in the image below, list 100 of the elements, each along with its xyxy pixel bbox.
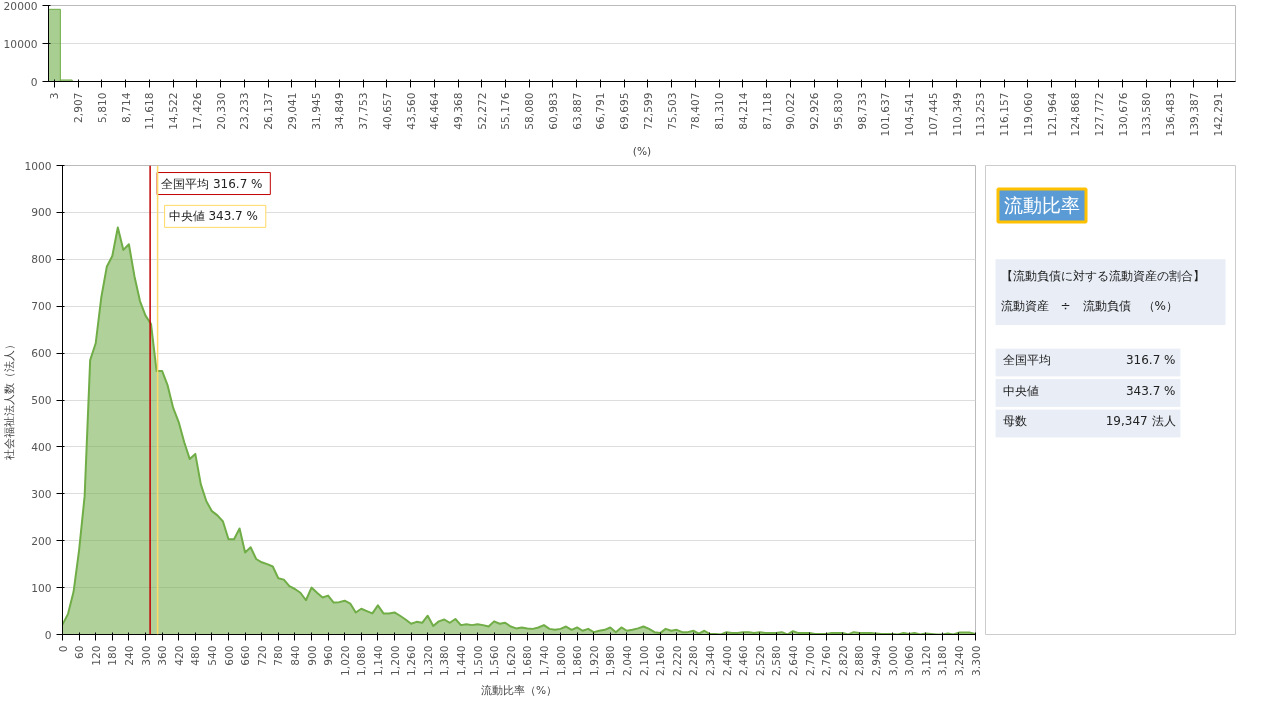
x-tick-label: 107,445 bbox=[926, 92, 940, 137]
x-tick-label: 90,022 bbox=[784, 92, 798, 130]
y-tick-label: 600 bbox=[31, 347, 52, 361]
x-tick-label: 1,500 bbox=[471, 645, 485, 677]
text: 全国平均 bbox=[1003, 353, 1051, 368]
ref-line-label: 中央値 343.7 % bbox=[168, 209, 258, 224]
x-tick-label: 1,080 bbox=[355, 645, 369, 677]
x-tick-label: 1,560 bbox=[488, 645, 502, 677]
x-tick-label: 960 bbox=[322, 645, 336, 666]
x-tick-label: 2,820 bbox=[836, 645, 850, 677]
y-tick-label: 1000 bbox=[24, 159, 52, 173]
x-tick-label: 17,426 bbox=[190, 92, 204, 130]
x-tick-label: 2,907 bbox=[72, 92, 86, 124]
x-tick-label: 69,695 bbox=[618, 92, 632, 130]
x-tick-label: 1,740 bbox=[537, 645, 551, 677]
x-tick-label: 2,880 bbox=[853, 645, 867, 677]
x-tick-label: 5,810 bbox=[95, 92, 109, 124]
x-tick-label: 136,483 bbox=[1164, 92, 1178, 137]
x-axis-title: 流動比率（%） bbox=[480, 684, 558, 698]
y-tick-label: 500 bbox=[31, 394, 52, 407]
x-tick-label: 113,253 bbox=[974, 92, 988, 137]
x-tick-label: 2,460 bbox=[737, 645, 751, 677]
ref-line-label: 全国平均 316.7 % bbox=[161, 176, 263, 191]
y-tick-label: 800 bbox=[31, 253, 52, 267]
x-tick-label: 75,503 bbox=[665, 92, 679, 130]
x-tick-label: 2,940 bbox=[869, 645, 883, 677]
text: 343.7 % bbox=[1125, 383, 1176, 398]
x-tick-label: 92,926 bbox=[808, 92, 822, 130]
x-tick-label: 3,180 bbox=[936, 645, 950, 677]
y-tick-label: 100 bbox=[31, 581, 52, 595]
y-axis-title: 社会福祉法人数（法人） bbox=[3, 339, 17, 461]
x-tick-label: 23,233 bbox=[238, 92, 252, 130]
x-tick-label: 60,983 bbox=[546, 92, 560, 130]
x-tick-label: 2,640 bbox=[786, 645, 800, 677]
x-tick-label: 420 bbox=[172, 645, 186, 666]
x-tick-label: 101,637 bbox=[879, 92, 893, 137]
x-tick-label: 133,580 bbox=[1140, 92, 1154, 137]
y-tick-label: 700 bbox=[31, 300, 52, 314]
x-tick-label: 14,522 bbox=[167, 92, 181, 130]
x-tick-label: 55,176 bbox=[499, 92, 513, 130]
x-tick-label: 124,868 bbox=[1069, 92, 1083, 137]
x-tick-label: 780 bbox=[272, 645, 286, 666]
text: 母数 bbox=[1003, 414, 1027, 429]
x-tick-label: 1,920 bbox=[587, 645, 601, 677]
x-tick-label: 1,320 bbox=[421, 645, 435, 677]
x-tick-label: 58,080 bbox=[523, 92, 537, 130]
x-tick-label: 110,349 bbox=[950, 92, 964, 137]
x-tick-label: 720 bbox=[255, 645, 269, 666]
x-tick-label: 66,791 bbox=[594, 92, 608, 130]
x-tick-label: 540 bbox=[205, 645, 219, 666]
x-tick-label: 46,464 bbox=[428, 92, 442, 130]
y-tick-label: 200 bbox=[31, 534, 52, 548]
x-tick-label: 1,200 bbox=[388, 645, 402, 677]
x-tick-label: 121,964 bbox=[1045, 92, 1059, 137]
text: 流動比率 bbox=[1004, 194, 1080, 216]
x-tick-label: 660 bbox=[239, 645, 253, 666]
text: 19,347 法人 bbox=[1105, 414, 1176, 429]
x-tick-label: 78,407 bbox=[689, 92, 703, 130]
x-tick-label: 480 bbox=[189, 645, 203, 666]
x-tick-label: 3,120 bbox=[919, 645, 933, 677]
x-tick-label: 31,945 bbox=[309, 92, 323, 130]
x-tick-label: 34,849 bbox=[333, 92, 347, 130]
x-axis-title: (%) bbox=[632, 144, 652, 158]
x-tick-label: 2,100 bbox=[637, 645, 651, 677]
x-tick-label: 60 bbox=[73, 645, 87, 660]
x-tick-label: 1,980 bbox=[604, 645, 618, 677]
x-tick-label: 1,140 bbox=[371, 645, 385, 677]
x-tick-label: 49,368 bbox=[452, 92, 466, 130]
x-tick-label: 2,340 bbox=[703, 645, 717, 677]
x-tick-label: 119,060 bbox=[1021, 92, 1035, 137]
x-tick-label: 1,620 bbox=[504, 645, 518, 677]
x-tick-label: 1,260 bbox=[405, 645, 419, 677]
y-tick-label: 400 bbox=[31, 440, 52, 454]
x-tick-label: 116,157 bbox=[998, 92, 1012, 137]
x-tick-label: 98,733 bbox=[855, 92, 869, 130]
text: 中央値 bbox=[1003, 383, 1039, 398]
x-tick-label: 3,300 bbox=[969, 645, 983, 677]
x-tick-label: 180 bbox=[106, 645, 120, 666]
x-tick-label: 2,220 bbox=[670, 645, 684, 677]
x-tick-label: 2,580 bbox=[770, 645, 784, 677]
x-tick-label: 3,000 bbox=[886, 645, 900, 677]
x-tick-label: 300 bbox=[139, 645, 153, 666]
x-tick-label: 3,240 bbox=[952, 645, 966, 677]
y-tick-label: 10000 bbox=[3, 37, 38, 51]
x-tick-label: 3,060 bbox=[903, 645, 917, 677]
x-tick-label: 81,310 bbox=[713, 92, 727, 130]
y-tick-label: 900 bbox=[31, 206, 52, 220]
x-tick-label: 2,040 bbox=[620, 645, 634, 677]
x-tick-label: 1,020 bbox=[338, 645, 352, 677]
text: 流動資産 ÷ 流動負債 （%） bbox=[1000, 299, 1178, 314]
x-tick-label: 20,330 bbox=[214, 92, 228, 130]
x-tick-label: 360 bbox=[156, 645, 170, 666]
x-tick-label: 37,753 bbox=[357, 92, 371, 130]
x-tick-label: 2,160 bbox=[654, 645, 668, 677]
x-tick-label: 600 bbox=[222, 645, 236, 666]
x-tick-label: 2,520 bbox=[753, 645, 767, 677]
x-tick-label: 240 bbox=[122, 645, 136, 666]
x-tick-label: 2,280 bbox=[687, 645, 701, 677]
x-tick-label: 0 bbox=[56, 645, 70, 653]
x-tick-label: 3 bbox=[48, 92, 62, 100]
